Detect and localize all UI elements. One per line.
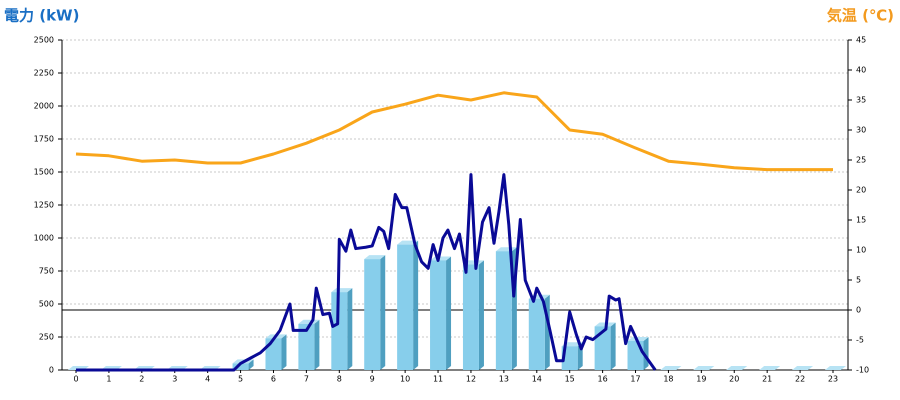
x-tick-label: 22 bbox=[795, 375, 805, 384]
y2-tick-label: 25 bbox=[856, 156, 866, 165]
bar-front bbox=[462, 264, 479, 370]
y2-tick-label: 45 bbox=[856, 36, 866, 45]
bar bbox=[792, 366, 814, 370]
bar-side bbox=[281, 334, 287, 370]
y-tick-label: 1250 bbox=[34, 201, 54, 210]
x-tick-label: 9 bbox=[370, 375, 375, 384]
bar-front bbox=[364, 259, 381, 370]
y2-tick-label: 20 bbox=[856, 186, 866, 195]
x-tick-label: 17 bbox=[630, 375, 640, 384]
x-tick-label: 19 bbox=[696, 375, 706, 384]
bar-front bbox=[495, 251, 512, 370]
bar-side bbox=[314, 319, 320, 370]
bar bbox=[430, 256, 452, 370]
bar-front bbox=[430, 260, 447, 370]
line bbox=[75, 91, 833, 172]
bar-side bbox=[446, 256, 452, 370]
bar-front bbox=[627, 340, 644, 370]
x-tick-label: 5 bbox=[238, 375, 243, 384]
bar-side bbox=[248, 359, 254, 370]
bar-top bbox=[693, 366, 715, 370]
bar-top bbox=[792, 366, 814, 370]
y2-tick-label: 5 bbox=[856, 276, 861, 285]
y-tick-label: 500 bbox=[39, 300, 54, 309]
y-tick-label: 1000 bbox=[34, 234, 54, 243]
bar bbox=[528, 294, 550, 370]
bar bbox=[364, 255, 386, 370]
x-tick-label: 21 bbox=[762, 375, 772, 384]
bar-side bbox=[610, 322, 616, 370]
bar-front bbox=[528, 298, 545, 370]
y-tick-label: 1500 bbox=[34, 168, 54, 177]
bar bbox=[825, 366, 846, 370]
x-tick-label: 3 bbox=[172, 375, 177, 384]
x-tick-label: 15 bbox=[565, 375, 575, 384]
y2-tick-label: 15 bbox=[856, 216, 866, 225]
bar-front bbox=[298, 323, 315, 370]
x-tick-label: 13 bbox=[499, 375, 509, 384]
bar bbox=[660, 366, 682, 370]
bar bbox=[594, 322, 616, 370]
bar-side bbox=[478, 260, 484, 370]
x-tick-label: 0 bbox=[73, 375, 78, 384]
x-tick-label: 11 bbox=[433, 375, 443, 384]
y2-axis-title: 気温 (℃) bbox=[827, 7, 894, 25]
y2-tick-label: 30 bbox=[856, 126, 866, 135]
bar bbox=[495, 247, 517, 370]
x-tick-label: 2 bbox=[139, 375, 144, 384]
y-tick-label: 0 bbox=[49, 366, 54, 375]
y-tick-label: 2250 bbox=[34, 69, 54, 78]
y-axis-title: 電力 (kW) bbox=[4, 7, 79, 25]
bar-top bbox=[462, 260, 484, 265]
bar bbox=[397, 240, 419, 370]
bar bbox=[693, 366, 715, 370]
y2-tick-label: 35 bbox=[856, 96, 866, 105]
bar-front bbox=[331, 292, 348, 370]
bar-top bbox=[660, 366, 682, 370]
line bbox=[76, 173, 657, 372]
bar-top bbox=[825, 366, 846, 370]
x-tick-label: 16 bbox=[598, 375, 608, 384]
bar-top bbox=[430, 256, 452, 261]
y2-tick-label: 10 bbox=[856, 246, 866, 255]
y2-tick-label: 0 bbox=[856, 306, 861, 315]
x-tick-label: 20 bbox=[729, 375, 739, 384]
bar-front bbox=[232, 363, 249, 370]
y2-tick-label: 40 bbox=[856, 66, 866, 75]
x-tick-label: 18 bbox=[663, 375, 673, 384]
bar-side bbox=[643, 336, 649, 370]
x-tick-label: 7 bbox=[304, 375, 309, 384]
x-tick-label: 6 bbox=[271, 375, 276, 384]
bar-top bbox=[759, 366, 781, 370]
bar bbox=[726, 366, 748, 370]
x-tick-label: 23 bbox=[828, 375, 838, 384]
x-tick-label: 10 bbox=[400, 375, 410, 384]
y2-tick-label: -5 bbox=[856, 336, 864, 345]
bar-side bbox=[380, 255, 386, 370]
bar bbox=[759, 366, 781, 370]
x-tick-label: 4 bbox=[205, 375, 210, 384]
bar-side bbox=[413, 240, 419, 370]
x-tick-label: 1 bbox=[106, 375, 111, 384]
bar bbox=[331, 288, 353, 370]
bar-front bbox=[265, 338, 282, 370]
bar-side bbox=[347, 288, 353, 370]
x-tick-label: 12 bbox=[466, 375, 476, 384]
bar-top bbox=[726, 366, 748, 370]
bar bbox=[265, 334, 287, 370]
y-tick-label: 750 bbox=[39, 267, 54, 276]
y-tick-label: 2000 bbox=[34, 102, 54, 111]
y-tick-label: 1750 bbox=[34, 135, 54, 144]
y-tick-label: 250 bbox=[39, 333, 54, 342]
bar-front bbox=[397, 244, 414, 370]
y-tick-label: 2500 bbox=[34, 36, 54, 45]
y2-tick-label: -10 bbox=[856, 366, 869, 375]
x-tick-label: 8 bbox=[337, 375, 342, 384]
bar bbox=[462, 260, 484, 370]
x-tick-label: 14 bbox=[532, 375, 542, 384]
bar-front bbox=[594, 326, 611, 370]
bar-top bbox=[331, 288, 353, 293]
bar-top bbox=[364, 255, 386, 260]
